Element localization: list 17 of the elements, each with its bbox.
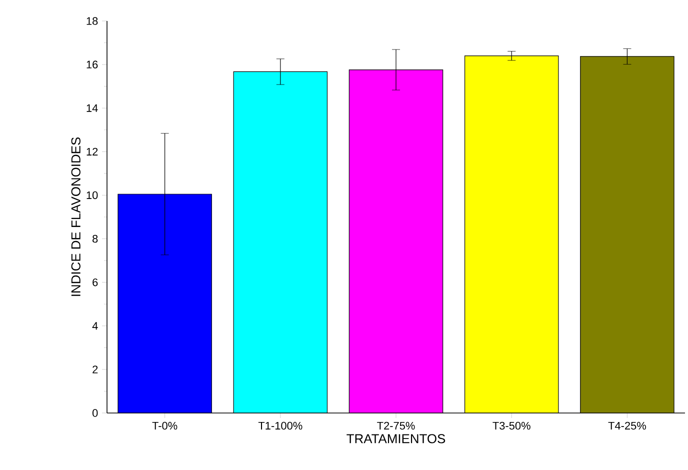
y-tick-label: 18	[86, 17, 98, 25]
y-tick-label: 16	[86, 60, 98, 68]
y-tick-label: 0	[92, 409, 98, 417]
x-tick-label: T1-100%	[258, 422, 302, 430]
x-tick-label: T3-50%	[492, 422, 530, 430]
x-axis-title: TRATAMIENTOS	[346, 434, 446, 444]
y-axis-title: INDICE DE FLAVONOIDES	[71, 137, 80, 296]
y-tick-label: 14	[86, 104, 98, 112]
y-tick-label: 10	[86, 191, 98, 200]
y-tick-label: 4	[92, 322, 98, 330]
y-tick-label: 12	[86, 148, 98, 156]
y-tick-label: 6	[92, 278, 98, 286]
x-tick-label: T-0%	[152, 422, 178, 430]
y-tick-label: 2	[92, 366, 98, 374]
y-tick-label: 8	[92, 234, 98, 243]
x-tick-label: T4-25%	[608, 422, 646, 430]
x-tick-label: T2-75%	[377, 422, 415, 430]
